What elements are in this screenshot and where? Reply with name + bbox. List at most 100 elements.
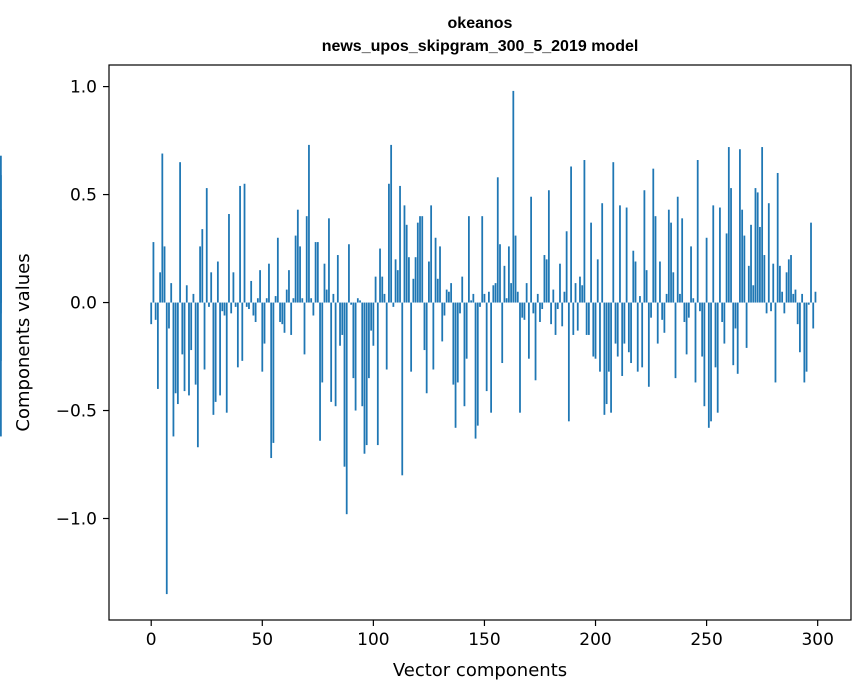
bar-90 [350,302,353,305]
bar-13 [179,162,181,303]
bar-39 [236,302,239,368]
bar-23 [201,229,204,303]
x-tick-label: 200 [579,630,611,650]
bar-122 [421,216,424,303]
y-tick-label: −0.5 [56,402,97,422]
bar-214 [625,207,628,303]
bar-105 [383,293,386,303]
bar-73 [312,302,315,316]
bar-30 [216,261,219,303]
chart-title: okeanos [448,15,513,32]
bar-177 [543,255,546,303]
bar-136 [452,302,455,385]
bar-137 [454,302,457,428]
bar-220 [639,296,641,303]
bar-288 [790,255,792,303]
bar-187 [565,231,568,303]
bar-118 [412,278,415,303]
bar-257 [721,302,724,322]
bar-209 [614,302,617,344]
bar-280 [772,263,775,303]
bar-10 [172,302,175,437]
bar-248 [701,302,704,357]
bar-154 [492,285,495,303]
bar-182 [554,302,557,335]
bar-57 [276,237,279,303]
bar-180 [550,302,552,325]
bar-225 [650,302,652,318]
bar-228 [656,302,659,344]
bar-294 [803,302,806,383]
bar-245 [694,302,697,383]
bar-7 [165,302,168,595]
bar-291 [796,302,799,325]
bar-270 [750,224,752,303]
bar-274 [759,226,761,303]
bar-52 [265,298,268,303]
bar-199 [592,302,595,357]
bar-282 [776,172,779,303]
bar-290 [794,289,797,303]
bar-149 [481,216,484,303]
bar-135 [450,283,453,303]
bar-157 [499,244,501,303]
bar-93 [356,298,359,303]
y-tick-label: 0.5 [70,186,97,206]
bar-293 [801,293,804,303]
bar-76 [319,302,321,441]
bar-55 [272,302,275,443]
bar-85 [339,302,341,346]
bar-272 [754,188,757,303]
bar-8 [168,302,170,329]
bar-151 [485,302,488,392]
bar-95 [361,302,364,407]
bar-63 [290,302,293,335]
bar-27 [210,272,213,303]
bar-19 [192,293,195,303]
bar-223 [645,270,648,303]
bar-79 [325,289,328,303]
bar-231 [663,302,666,333]
bar-87 [343,302,346,467]
bar-261 [730,188,732,303]
bar-184 [559,263,561,303]
bar-142 [465,302,468,359]
bar-169 [525,283,528,303]
bar-237 [676,196,679,303]
x-tick-label: 100 [357,630,389,650]
x-tick-label: 50 [251,630,273,650]
bar-247 [699,302,701,312]
bar-194 [581,285,584,303]
bar-263 [734,302,737,329]
bar-98 [368,302,370,379]
bar-127 [432,302,435,370]
bar-193 [579,276,581,303]
bar-260 [727,147,730,303]
bar-51 [263,302,266,344]
x-axis-label: Vector components [393,660,567,681]
bar-161 [507,246,510,303]
bar-33 [223,302,226,316]
bar-170 [527,302,530,359]
bar-235 [672,272,675,303]
bar-249 [703,302,706,407]
bar-69 [303,302,306,355]
bar-145 [472,293,475,303]
bar-115 [405,224,408,303]
bar-188 [567,302,570,422]
bar-254 [714,302,717,368]
bar-202 [599,302,601,372]
bar-86 [341,302,344,335]
bar-243 [690,246,692,303]
bar-238 [679,293,681,303]
bar-198 [590,222,592,303]
bar-217 [632,250,635,303]
bar-97 [365,302,368,446]
plot-frame [108,64,852,621]
bar-207 [610,302,612,413]
bar-84 [336,255,339,303]
bar-40 [239,185,241,303]
bars-group [0,90,817,595]
bar-9 [170,283,173,303]
bar-266 [741,209,744,303]
